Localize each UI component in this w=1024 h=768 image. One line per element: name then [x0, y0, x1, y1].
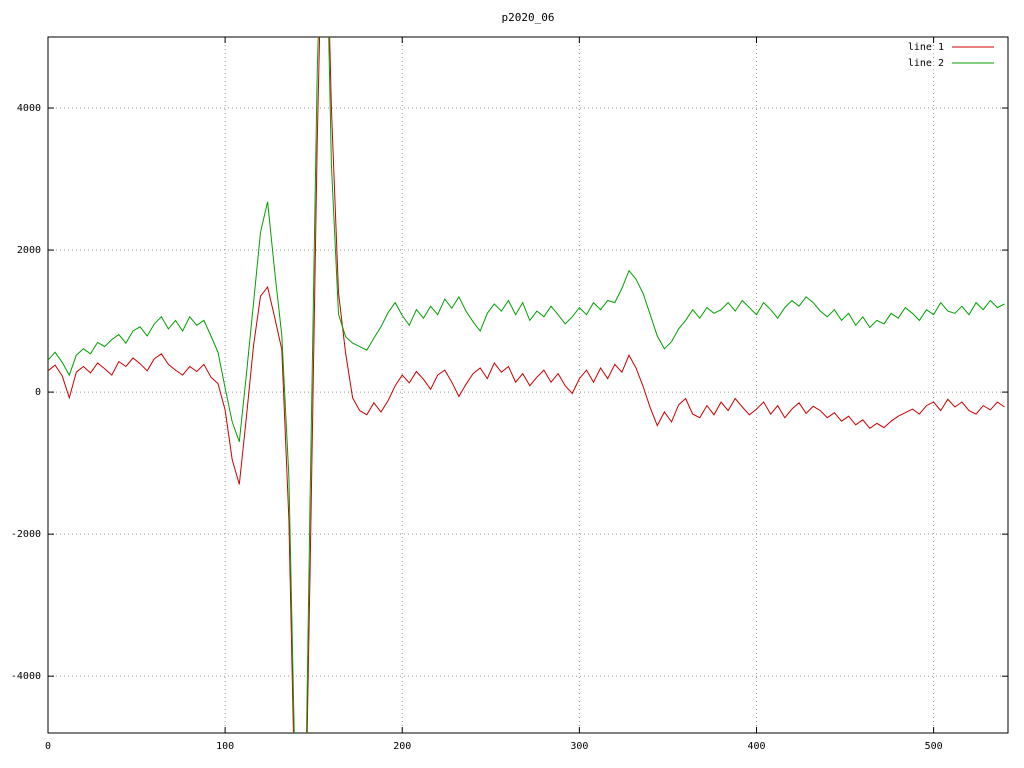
y-tick-label: -2000	[11, 529, 41, 540]
x-tick-label: 100	[216, 741, 234, 752]
x-tick-label: 500	[925, 741, 943, 752]
plot-border	[47, 36, 1009, 734]
y-tick-label: 0	[35, 387, 41, 398]
y-tick-label: 2000	[17, 245, 41, 256]
x-tick-label: 400	[747, 741, 765, 752]
x-tick-label: 200	[393, 741, 411, 752]
series-line-1	[48, 37, 1005, 733]
chart-title: p2020_06	[502, 11, 555, 24]
y-tick-label: -4000	[11, 671, 41, 682]
legend-label-1: line 1	[908, 42, 944, 53]
x-tick-label: 0	[45, 741, 51, 752]
legend-label-2: line 2	[908, 58, 944, 69]
x-tick-label: 300	[570, 741, 588, 752]
series-line-2	[48, 37, 1005, 733]
y-tick-label: 4000	[17, 103, 41, 114]
